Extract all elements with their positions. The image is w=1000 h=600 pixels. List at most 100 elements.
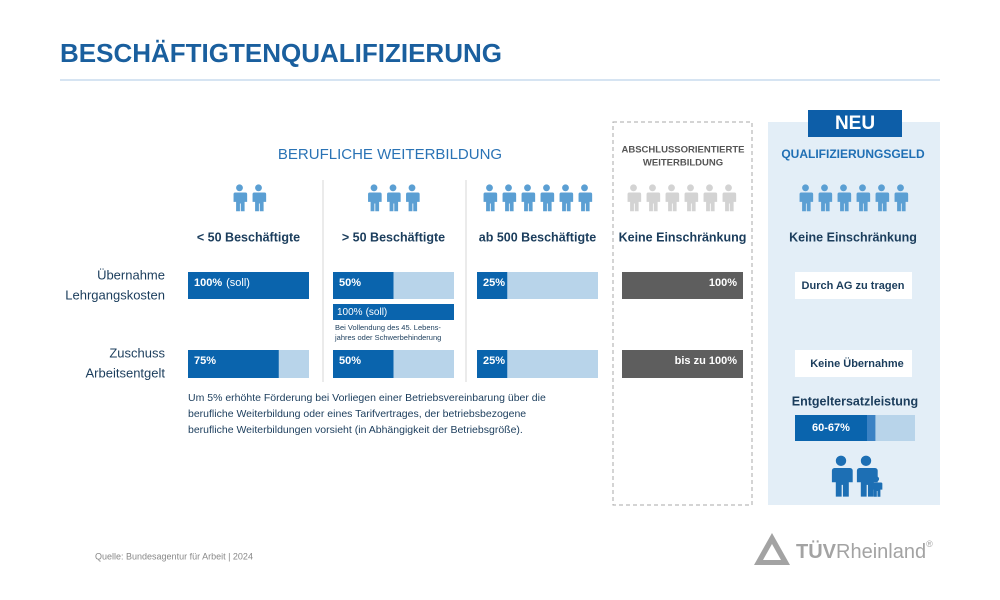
person-icon	[252, 184, 267, 212]
icon-body	[871, 482, 883, 497]
person-icon	[559, 184, 574, 212]
person-icon	[233, 184, 248, 212]
icon-body	[856, 192, 871, 212]
bar-value-label: 75%	[194, 355, 216, 367]
bar-label: 100% (soll)	[194, 277, 250, 289]
dashed-panel	[612, 121, 753, 506]
new-panel	[768, 122, 940, 505]
person-icon	[684, 184, 699, 212]
person-icon	[875, 184, 890, 212]
bar-label: 60-67%	[812, 422, 850, 434]
logo: TÜVRheinland®	[796, 539, 933, 563]
person-icon	[837, 184, 852, 212]
icon-body	[646, 192, 661, 212]
bar-value-label: 25%	[483, 355, 505, 367]
badge-text: NEU	[835, 113, 875, 134]
bar	[188, 350, 279, 378]
bar-value-label: bis zu 100%	[675, 355, 738, 367]
person-icon	[521, 184, 536, 212]
icon-head	[524, 184, 531, 192]
person-icon	[368, 184, 382, 212]
column-heading: < 50 Beschäftigte	[197, 230, 300, 244]
icon-head	[649, 184, 656, 192]
icon-head	[878, 184, 885, 192]
benefit-title: Entgeltersatzleistung	[792, 394, 918, 408]
bar	[333, 304, 454, 320]
icon-head	[859, 184, 866, 192]
person-icon	[483, 184, 498, 212]
icon-body	[406, 192, 420, 212]
icon-body	[722, 192, 737, 212]
bar-label: 50%	[339, 355, 361, 367]
footnote: berufliche Weiterbildungen vorsieht (in …	[188, 424, 523, 436]
person-icon	[722, 184, 737, 212]
logo-icon	[754, 533, 790, 565]
column-heading: ab 500 Beschäftigte	[479, 230, 596, 244]
icon-body	[559, 192, 574, 212]
icon-head	[236, 184, 243, 192]
row-label: Zuschuss	[109, 345, 165, 360]
icon-head	[860, 455, 872, 467]
icon-head	[486, 184, 493, 192]
bar-value-label: 100%	[194, 277, 222, 289]
bar-value-label: 100%	[337, 307, 363, 318]
bar-value-label: 50%	[339, 277, 361, 289]
icon-head	[408, 184, 416, 192]
bar-label: 25%	[483, 355, 505, 367]
bar-label: 50%	[339, 277, 361, 289]
bar-note: (soll)	[366, 307, 388, 318]
source: Quelle: Bundesagentur für Arbeit | 2024	[95, 551, 253, 561]
icon-head	[370, 184, 378, 192]
bar	[622, 350, 743, 378]
icon-body	[502, 192, 517, 212]
icon-head	[821, 184, 828, 192]
bar	[477, 272, 508, 299]
icon-body	[387, 192, 401, 212]
text-box	[795, 350, 912, 377]
panel-title: QUALIFIZIERUNGSGELD	[781, 147, 925, 161]
icon-head	[687, 184, 694, 192]
bar-label: bis zu 100%	[675, 355, 738, 367]
person-icon	[894, 184, 909, 212]
wage-text: Keine Übernahme	[810, 357, 904, 370]
icon-head	[802, 184, 809, 192]
icon-body	[521, 192, 536, 212]
column-heading: Keine Einschränkung	[619, 230, 747, 244]
bar-value-label: 50%	[339, 355, 361, 367]
icon-head	[725, 184, 732, 192]
icon-head	[835, 455, 847, 467]
icon-body	[894, 192, 909, 212]
row-label: Arbeitsentgelt	[86, 365, 166, 380]
bar-label: 100% (soll)	[337, 307, 387, 318]
bar-label: 75%	[194, 355, 216, 367]
column-heading: > 50 Beschäftigte	[342, 230, 445, 244]
person-icon	[627, 184, 642, 212]
bar-value-label: 100%	[709, 277, 737, 289]
icon-head	[543, 184, 550, 192]
bar-note: (soll)	[226, 277, 250, 289]
icon-head	[706, 184, 713, 192]
column-title: WEITERBILDUNG	[643, 158, 723, 169]
person-icon	[856, 184, 871, 212]
column-title: ABSCHLUSSORIENTIERTE	[622, 145, 745, 156]
icon-head	[897, 184, 904, 192]
icon-body	[233, 192, 248, 212]
icon-body	[483, 192, 498, 212]
icon-head	[255, 184, 262, 192]
person-icon	[387, 184, 401, 212]
icon-body	[837, 192, 852, 212]
icon-body	[684, 192, 699, 212]
footnote: berufliche Weiterbildung oder eines Tari…	[188, 408, 526, 420]
person-icon	[831, 455, 853, 497]
text-box	[795, 272, 912, 299]
bar	[333, 350, 394, 378]
logo-text: Rheinland	[836, 541, 926, 563]
icon-head	[562, 184, 569, 192]
person-icon	[540, 184, 555, 212]
column-heading: Keine Einschränkung	[789, 230, 917, 244]
person-icon	[578, 184, 593, 212]
bar	[622, 272, 743, 299]
icon-body	[252, 192, 267, 212]
icon-body	[578, 192, 593, 212]
logo-mark: ®	[926, 539, 933, 549]
